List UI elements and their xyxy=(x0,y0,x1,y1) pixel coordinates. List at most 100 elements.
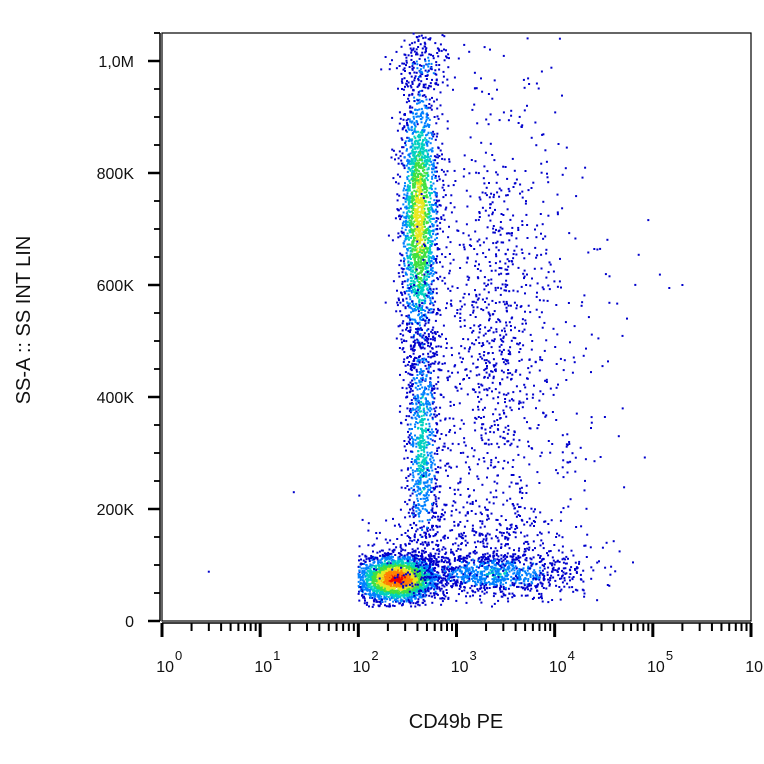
data-point xyxy=(368,593,370,596)
data-point xyxy=(398,579,401,582)
data-point xyxy=(428,256,431,258)
data-point xyxy=(414,177,417,180)
data-point xyxy=(409,111,412,114)
data-point xyxy=(407,267,410,270)
data-point xyxy=(425,115,428,118)
data-point xyxy=(362,567,365,570)
data-point xyxy=(413,569,416,572)
data-point xyxy=(404,556,407,559)
data-point xyxy=(370,557,373,559)
data-point xyxy=(428,484,431,487)
data-point xyxy=(417,314,420,317)
data-point xyxy=(405,290,408,293)
data-point xyxy=(417,415,420,417)
data-point xyxy=(410,121,413,124)
data-point xyxy=(419,397,422,400)
data-point xyxy=(414,439,417,442)
data-point xyxy=(411,469,414,472)
data-point xyxy=(405,581,408,584)
data-point xyxy=(423,503,426,506)
data-point xyxy=(409,387,412,390)
data-point xyxy=(413,127,416,130)
data-point xyxy=(426,168,429,171)
data-point xyxy=(421,227,424,229)
data-point xyxy=(407,139,410,142)
data-point xyxy=(435,584,438,587)
data-point xyxy=(417,79,420,82)
data-point xyxy=(408,317,411,320)
data-point xyxy=(419,488,422,491)
data-point xyxy=(383,552,386,555)
data-point xyxy=(409,345,412,348)
data-point xyxy=(418,515,421,518)
data-point xyxy=(399,310,402,313)
data-point xyxy=(424,302,427,305)
data-point xyxy=(415,407,418,410)
data-point xyxy=(405,226,408,228)
data-point xyxy=(411,138,414,141)
data-point xyxy=(365,588,368,591)
data-point xyxy=(423,207,426,210)
data-point xyxy=(416,265,419,268)
data-point xyxy=(361,576,364,579)
data-point xyxy=(410,228,413,231)
data-point xyxy=(431,266,434,269)
data-point xyxy=(407,303,410,306)
data-point xyxy=(420,377,422,380)
data-point xyxy=(421,94,424,97)
data-point xyxy=(408,255,411,258)
data-point xyxy=(419,178,422,181)
data-point xyxy=(414,397,417,400)
data-point xyxy=(417,322,419,325)
data-point xyxy=(412,256,415,259)
data-point xyxy=(425,430,428,433)
data-point xyxy=(413,213,416,216)
data-point xyxy=(444,504,447,507)
data-point xyxy=(398,559,400,562)
data-point xyxy=(421,571,424,574)
data-point xyxy=(390,597,393,600)
data-point xyxy=(432,369,435,372)
data-point xyxy=(419,90,422,93)
data-point xyxy=(412,393,415,396)
data-point xyxy=(408,238,410,241)
data-point xyxy=(409,552,412,555)
data-point xyxy=(414,202,416,205)
data-point xyxy=(413,130,416,133)
data-point xyxy=(402,268,405,271)
data-point xyxy=(422,229,425,232)
data-point xyxy=(444,208,447,211)
data-point xyxy=(432,459,435,462)
data-point xyxy=(413,71,416,74)
data-point xyxy=(405,272,407,275)
data-point xyxy=(406,122,409,125)
data-point xyxy=(366,587,369,590)
data-point xyxy=(416,557,419,560)
data-point xyxy=(417,174,420,177)
data-point xyxy=(434,192,437,195)
data-point xyxy=(428,594,431,597)
data-point xyxy=(424,267,427,270)
data-point xyxy=(376,600,379,603)
data-point xyxy=(407,154,410,157)
data-point xyxy=(428,563,431,566)
data-point xyxy=(432,159,435,162)
data-point xyxy=(383,563,386,566)
data-point xyxy=(401,152,404,155)
data-point xyxy=(429,155,432,158)
data-point xyxy=(381,563,384,566)
data-point xyxy=(433,210,436,213)
data-point xyxy=(406,188,409,191)
data-point xyxy=(412,184,415,187)
data-point xyxy=(419,192,422,195)
data-point xyxy=(423,277,426,280)
data-point xyxy=(434,360,437,363)
data-point xyxy=(425,106,428,109)
data-point xyxy=(406,574,409,577)
data-point xyxy=(388,558,391,561)
data-point xyxy=(414,319,417,322)
data-point xyxy=(400,587,403,590)
data-point xyxy=(396,579,399,582)
data-point xyxy=(462,573,465,576)
data-point xyxy=(418,144,421,147)
